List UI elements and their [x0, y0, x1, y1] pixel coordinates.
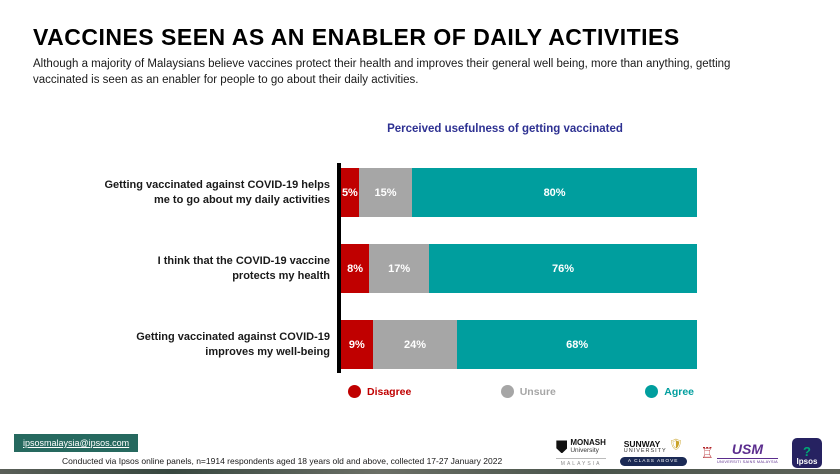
- monash-name: MONASH: [570, 438, 606, 448]
- legend-label: Disagree: [367, 385, 412, 398]
- usm-crest-icon: ♖: [700, 444, 714, 462]
- category-label: Getting vaccinated against COVID-19 impr…: [136, 331, 330, 358]
- legend-item-disagree: Disagree: [348, 385, 411, 398]
- monash-logo: MONASH University MALAYSIA: [556, 438, 606, 467]
- bar-segment-agree: 68%: [457, 320, 697, 369]
- bar-segment-agree: 80%: [412, 168, 697, 217]
- bar-value-label: 24%: [404, 338, 427, 351]
- bar-segment-agree: 76%: [429, 244, 697, 293]
- sunway-name: SUNWAY: [623, 438, 661, 449]
- chart-title: Perceived usefulness of getting vaccinat…: [387, 123, 623, 135]
- ipsos-mark-icon: ?: [803, 443, 811, 459]
- legend-dot-icon: [348, 385, 361, 398]
- y-axis-line: [337, 163, 341, 373]
- sunway-sub: UNIVERSITY: [623, 448, 667, 455]
- legend-item-unsure: Unsure: [500, 385, 556, 398]
- usm-caption: UNIVERSITI SAINS MALAYSIA: [716, 458, 778, 464]
- chart-legend: Disagree Unsure Agree: [348, 385, 694, 398]
- sunway-banner: A CLASS ABOVE: [619, 457, 687, 467]
- category-label: Getting vaccinated against COVID-19 help…: [104, 179, 330, 206]
- bar-segment-unsure: 24%: [372, 320, 458, 369]
- usm-logo: ♖ USM UNIVERSITI SAINS MALAYSIA: [701, 442, 778, 464]
- bar-segment-disagree: 5%: [341, 168, 359, 217]
- email-link[interactable]: ipsosmalaysia@ipsos.com: [14, 434, 139, 452]
- monash-country: MALAYSIA: [556, 457, 606, 467]
- bar-row: 9% 24% 68%: [341, 320, 697, 369]
- legend-item-agree: Agree: [645, 385, 694, 398]
- usm-acronym: USM: [731, 441, 764, 457]
- monash-shield-icon: [556, 440, 568, 454]
- page-subtitle: Although a majority of Malaysians believ…: [33, 58, 731, 87]
- bar-row: 8% 17% 76%: [341, 244, 697, 293]
- page-title: VACCINES SEEN AS AN ENABLER OF DAILY ACT…: [33, 24, 680, 50]
- legend-dot-icon: [645, 385, 659, 398]
- bar-value-label: 9%: [348, 338, 365, 351]
- bar-value-label: 8%: [347, 262, 364, 275]
- ipsos-logo: ? Ipsos: [792, 438, 822, 468]
- bar-value-label: 17%: [388, 262, 411, 275]
- legend-dot-icon: [500, 385, 514, 398]
- partner-logos: MONASH University MALAYSIA SUNWAY UNIVER…: [556, 438, 822, 468]
- bottom-photo-strip: [0, 469, 840, 474]
- bar-row: 5% 15% 80%: [341, 168, 697, 217]
- bar-value-label: 80%: [543, 186, 566, 199]
- category-labels: Getting vaccinated against COVID-19 help…: [30, 168, 330, 396]
- bar-segment-disagree: 8%: [341, 244, 370, 293]
- bar-value-label: 15%: [374, 186, 397, 199]
- bar-value-label: 5%: [341, 186, 358, 199]
- footnote: Conducted via Ipsos online panels, n=191…: [62, 456, 503, 466]
- bar-segment-disagree: 9%: [341, 320, 373, 369]
- bar-value-label: 76%: [552, 262, 575, 275]
- legend-label: Unsure: [519, 385, 556, 398]
- category-label: I think that the COVID-19 vaccine protec…: [157, 255, 330, 282]
- ipsos-wordmark: Ipsos: [796, 457, 818, 466]
- bar-segment-unsure: 15%: [358, 168, 413, 217]
- bar-segment-unsure: 17%: [369, 244, 430, 293]
- legend-label: Agree: [664, 385, 694, 398]
- sunway-logo: SUNWAY UNIVERSITY 🛡 A CLASS ABOVE: [619, 438, 687, 467]
- sunway-crest-icon: 🛡: [668, 438, 683, 451]
- monash-sub: University: [570, 447, 599, 455]
- bar-value-label: 68%: [566, 338, 589, 351]
- plot-area: 5% 15% 80% 8% 17% 76% 9% 24% 68%: [341, 168, 697, 396]
